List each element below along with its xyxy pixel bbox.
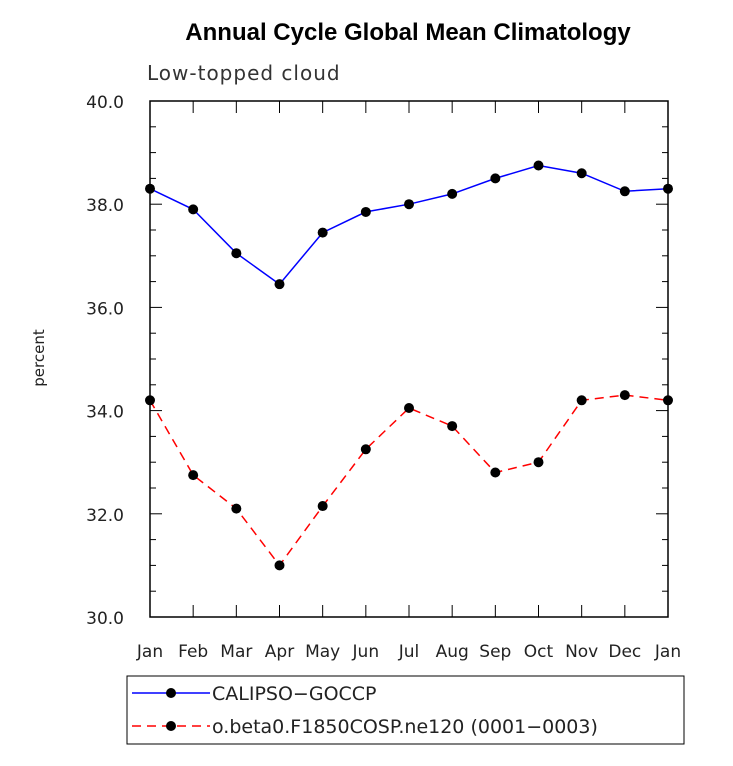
series-1-point xyxy=(663,395,673,406)
plot-frame xyxy=(149,100,669,618)
series-0-point xyxy=(404,199,414,210)
series-1-point xyxy=(360,444,371,455)
series-1-point xyxy=(317,501,328,512)
y-tick-label: 30.0 xyxy=(86,609,124,629)
series-1-point xyxy=(145,395,155,406)
x-tick-label: Dec xyxy=(608,642,641,662)
x-tick-label: Aug xyxy=(436,642,469,662)
series-0-point xyxy=(274,279,285,290)
series-line-0 xyxy=(149,164,669,286)
series-0-point xyxy=(576,168,587,179)
y-tick-label: 34.0 xyxy=(86,403,124,423)
x-tick-label: Jul xyxy=(398,642,420,662)
legend-label-calipso: CALIPSO−GOCCP xyxy=(212,683,377,705)
y-tick-label: 36.0 xyxy=(86,299,124,319)
series-1-point xyxy=(231,503,242,514)
x-tick-label: Sep xyxy=(479,642,511,662)
series-0-point xyxy=(490,173,501,184)
series-0-point xyxy=(317,227,328,238)
series-0-point xyxy=(188,204,199,215)
y-tick-label: 32.0 xyxy=(86,506,124,526)
series-1-point xyxy=(576,395,587,406)
series-0-point xyxy=(663,183,673,194)
y-axis-label: percent xyxy=(30,329,48,387)
series-0-point xyxy=(231,248,242,259)
series-1-point xyxy=(619,390,630,401)
series-1-point xyxy=(404,403,414,414)
chart-subtitle: Low-topped cloud xyxy=(147,61,341,85)
series-1-point xyxy=(274,560,285,571)
legend-box xyxy=(126,675,685,745)
x-tick-label: Apr xyxy=(265,642,294,662)
x-tick-label: Feb xyxy=(178,642,208,662)
x-tick-label: Jun xyxy=(352,642,380,662)
series-0-point xyxy=(533,160,544,171)
series-1-point xyxy=(447,421,458,432)
legend: CALIPSO−GOCCP o.beta0.F1850COSP.ne120 (0… xyxy=(126,675,685,745)
x-tick-label: Jan xyxy=(654,642,681,662)
series-1-point xyxy=(533,457,544,468)
x-tick-label: Mar xyxy=(220,642,252,662)
series-1-point xyxy=(188,470,199,481)
x-tick-label: Oct xyxy=(524,642,554,662)
x-tick-label: Jan xyxy=(136,642,163,662)
legend-marker-model xyxy=(166,721,176,731)
series-1-point xyxy=(490,467,501,478)
x-tick-label: May xyxy=(305,642,340,662)
legend-marker-calipso xyxy=(166,688,176,698)
series-line-1 xyxy=(149,394,669,567)
chart-title: Annual Cycle Global Mean Climatology xyxy=(185,19,631,46)
series-0-point xyxy=(619,186,630,197)
legend-label-model: o.beta0.F1850COSP.ne120 (0001−0003) xyxy=(212,716,598,738)
y-tick-label: 38.0 xyxy=(86,196,124,216)
x-tick-label: Nov xyxy=(565,642,598,662)
series-0-point xyxy=(447,188,458,199)
series-0-point xyxy=(360,206,371,217)
y-tick-label: 40.0 xyxy=(86,93,124,113)
series-0-point xyxy=(145,183,155,194)
